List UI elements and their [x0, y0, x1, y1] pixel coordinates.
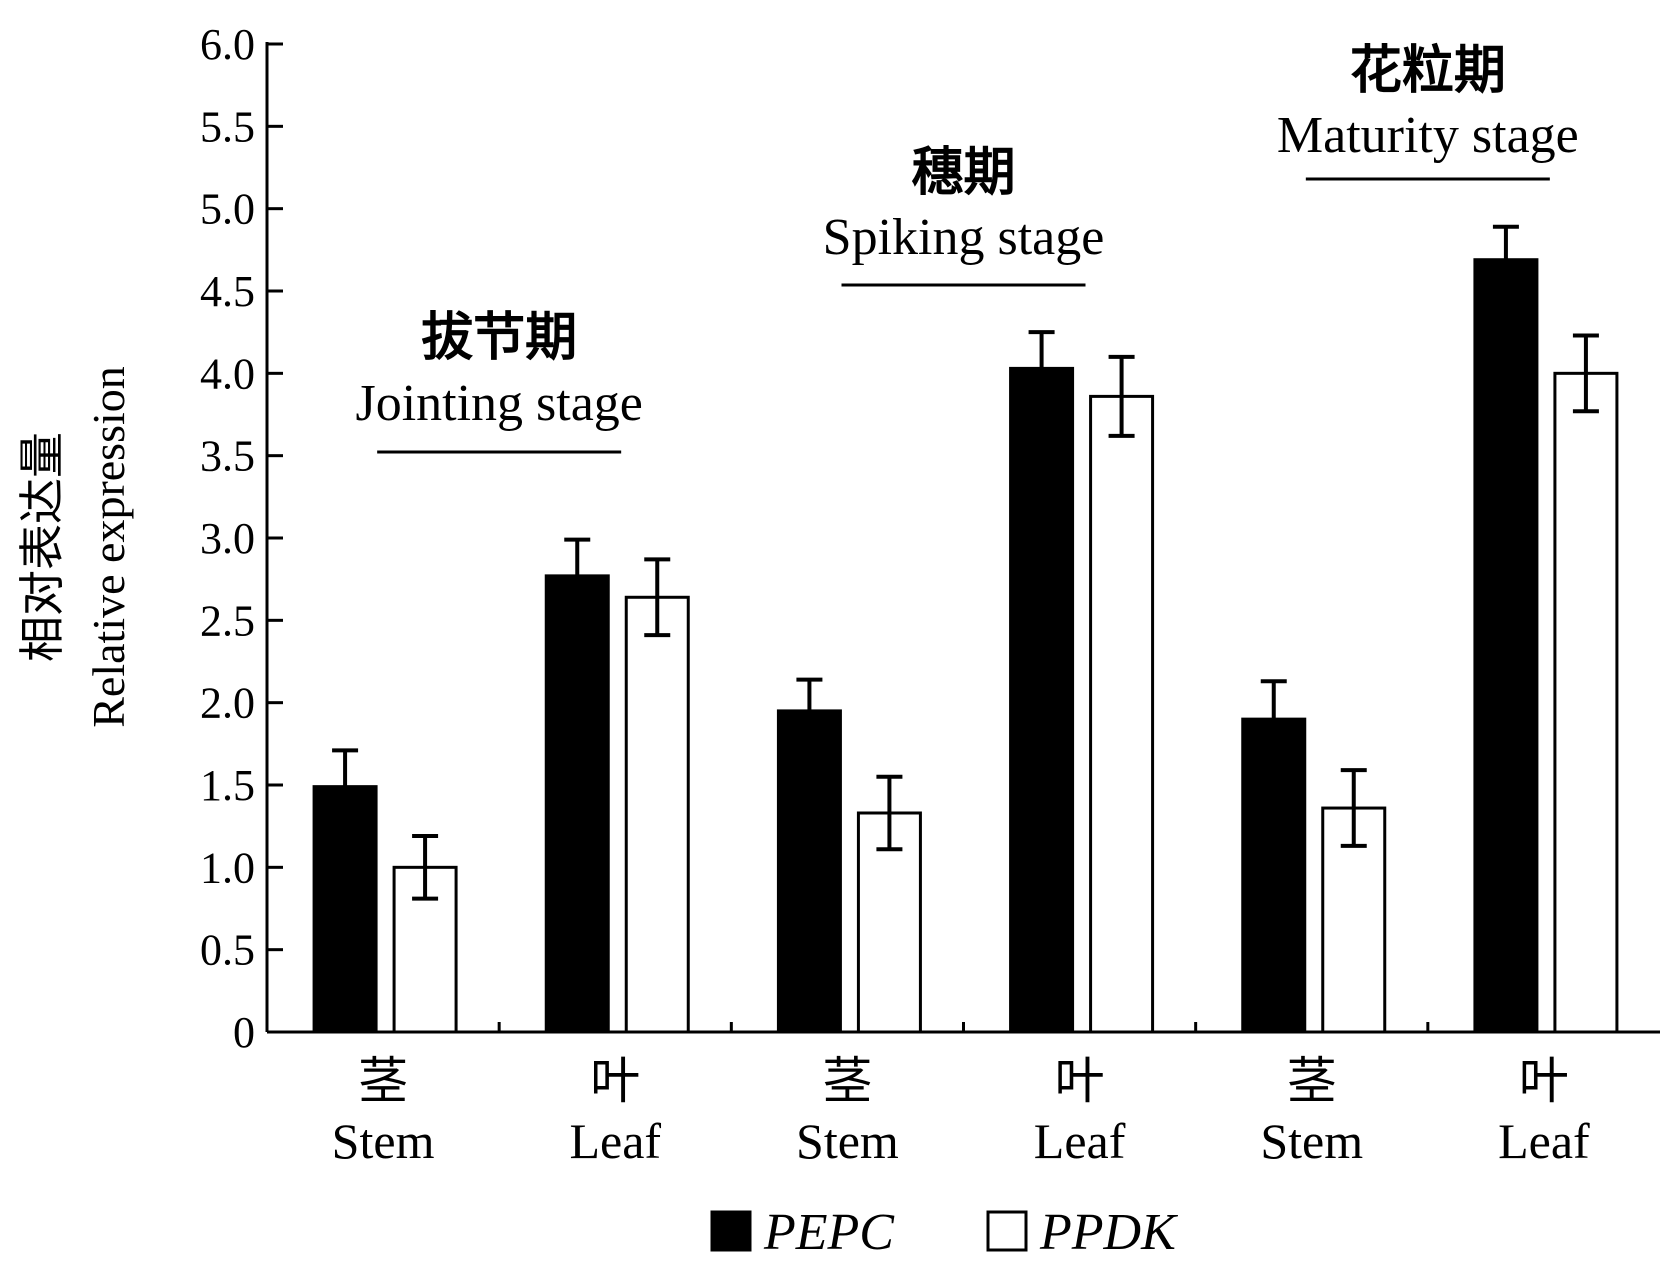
x-category-label-en: Leaf [1034, 1113, 1126, 1169]
x-category-label-en: Stem [796, 1113, 899, 1169]
x-category-label-cn: 叶 [1519, 1052, 1569, 1110]
bar-pepc [1473, 258, 1539, 1034]
stage-label-cn: 花粒期 [1350, 41, 1506, 101]
y-tick-label: 6.0 [200, 20, 255, 69]
y-tick-label: 4.0 [200, 349, 255, 398]
y-axis-label-en: Relative expression [83, 366, 134, 728]
legend-label: PEPC [763, 1204, 895, 1261]
bar-ppdk [1089, 394, 1155, 1034]
error-bar-ppdk [412, 834, 439, 901]
bar-ppdk [1553, 371, 1619, 1034]
x-category-label-en: Leaf [1498, 1113, 1590, 1169]
legend-swatch [986, 1210, 1028, 1252]
stage-label-cn: 拔节期 [421, 308, 577, 368]
error-bar-pepc [1260, 679, 1287, 760]
error-bar-pepc [796, 677, 823, 745]
bar-pepc [312, 785, 378, 1034]
y-ticks: 0 0.5 1.0 1.5 2.0 2.5 3.0 3.5 4.0 4.5 5.0 5.5 6.0 [200, 20, 283, 1057]
stage-label-en: Jointing stage [355, 375, 642, 432]
y-axis-label-cn: 相对表达量 [15, 432, 69, 662]
error-bar-ppdk [644, 557, 671, 638]
bar-pepc [1241, 717, 1307, 1034]
error-bar-pepc [332, 748, 359, 825]
y-tick-label: 0.5 [200, 926, 255, 975]
x-category-label-cn: 叶 [1055, 1052, 1105, 1110]
stage-annotation: 花粒期 Maturity stage [1277, 41, 1579, 181]
x-category-label-cn: 叶 [590, 1052, 640, 1110]
error-bar-pepc [1028, 330, 1055, 407]
error-bar-ppdk [1108, 354, 1135, 438]
bar-pepc [1009, 366, 1075, 1034]
x-category-label-cn: 茎 [1287, 1052, 1337, 1110]
error-bar-pepc [564, 537, 591, 615]
y-tick-label: 5.5 [200, 102, 255, 151]
legend-swatch [710, 1210, 752, 1252]
x-category-label-cn: 茎 [358, 1052, 408, 1110]
legend-item-ppdk: PPDK [986, 1204, 1178, 1261]
bar-ppdk [624, 595, 690, 1034]
error-bar-ppdk [1340, 768, 1367, 848]
y-tick-label: 1.5 [200, 761, 255, 810]
error-bars [332, 224, 1599, 901]
y-tick-label: 5.0 [200, 185, 255, 234]
x-category-label-cn: 茎 [822, 1052, 872, 1110]
stage-annotation: 穗期 Spiking stage [823, 143, 1105, 287]
legend: PEPC PPDK [710, 1204, 1178, 1261]
error-bar-ppdk [876, 774, 903, 852]
y-axis-label: 相对表达量 Relative expression [15, 366, 134, 728]
error-bar-pepc [1492, 224, 1519, 295]
x-category-label-en: Leaf [569, 1113, 661, 1169]
x-category-label-en: Stem [1260, 1113, 1363, 1169]
y-tick-label: 4.5 [200, 267, 255, 316]
y-tick-label: 3.0 [200, 514, 255, 563]
y-tick-label: 2.0 [200, 679, 255, 728]
bar-pepc [776, 709, 842, 1034]
y-tick-label: 2.5 [200, 596, 255, 645]
x-category-label-en: Stem [332, 1113, 435, 1169]
y-tick-label: 1.0 [200, 843, 255, 892]
stage-label-en: Spiking stage [823, 209, 1105, 266]
y-tick-label: 3.5 [200, 432, 255, 481]
legend-item-pepc: PEPC [710, 1204, 895, 1261]
legend-label: PPDK [1039, 1204, 1178, 1261]
error-bar-ppdk [1572, 333, 1599, 414]
stage-label-cn: 穗期 [911, 143, 1015, 203]
bar-pepc [544, 574, 610, 1034]
y-tick-label: 0 [233, 1008, 255, 1057]
stage-label-en: Maturity stage [1277, 107, 1579, 164]
stage-annotations: 拔节期 Jointing stage 穗期 Spiking stage 花粒期 Matur… [355, 41, 1579, 454]
stage-annotation: 拔节期 Jointing stage [355, 308, 643, 454]
